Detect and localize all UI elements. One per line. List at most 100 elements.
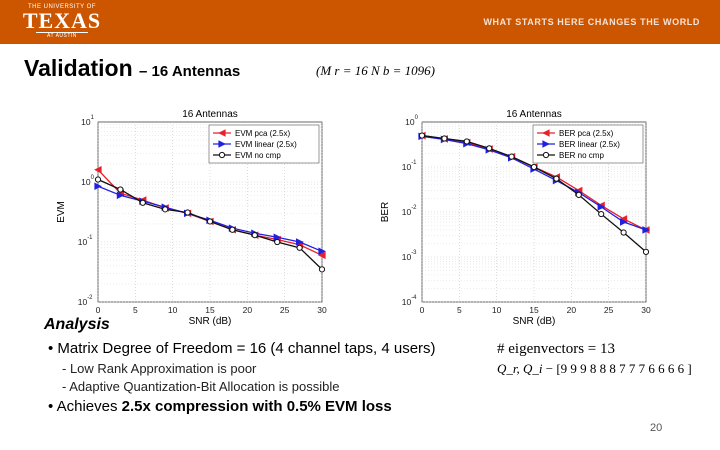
data-point [418, 132, 426, 139]
university-logo: THE UNIVERSITY OF TEXAS AT AUSTIN [22, 4, 102, 39]
chart-title: 16 Antennas [182, 109, 238, 120]
qr-values: − [9 9 9 8 8 8 7 7 7 6 6 6 6 ] [545, 361, 692, 376]
data-point [508, 153, 515, 160]
y-tick-label: 10 [78, 237, 88, 247]
bullet-compression-bold: 2.5x compression with 0.5% EVM loss [121, 398, 392, 415]
data-point [542, 140, 550, 148]
data-point [530, 163, 538, 171]
x-tick-label: 30 [641, 305, 651, 315]
legend-label: BER linear (2.5x) [559, 140, 620, 149]
quantization-bits: Q_r, Q_i − [9 9 9 8 8 8 7 7 7 6 6 6 6 ] [497, 361, 692, 377]
data-point [296, 238, 304, 246]
eigen-prefix: # [497, 341, 505, 357]
x-tick-label: 15 [529, 305, 539, 315]
y-tick-exponent: -2 [411, 205, 417, 211]
x-axis-label: SNR (dB) [189, 316, 232, 326]
y-tick-exponent: -1 [87, 235, 93, 241]
data-point [441, 135, 448, 142]
legend-label: EVM linear (2.5x) [235, 140, 297, 149]
y-tick-exponent: 0 [415, 115, 419, 121]
sub-bullet-adaptive: - Adaptive Quantization-Bit Allocation i… [62, 379, 340, 394]
data-point [575, 191, 582, 198]
y-tick-label: 10 [402, 297, 412, 307]
data-point [463, 138, 470, 145]
data-point [620, 229, 627, 236]
y-axis-label: EVM [56, 201, 67, 223]
y-tick-exponent: -3 [411, 250, 417, 256]
data-point [206, 218, 214, 225]
tagline: WHAT STARTS HERE CHANGES THE WORLD [483, 17, 700, 27]
y-tick-label: 10 [402, 252, 412, 262]
title-main: Validation [24, 55, 133, 81]
data-point [274, 238, 281, 246]
data-point [620, 218, 628, 226]
data-point [642, 248, 650, 255]
data-point [218, 140, 226, 148]
header-banner: THE UNIVERSITY OF TEXAS AT AUSTIN WHAT S… [0, 0, 720, 44]
data-point [139, 199, 146, 206]
slide-title: Validation – 16 Antennas [24, 55, 240, 82]
eigen-text: eigenvectors = 13 [508, 341, 616, 357]
x-tick-label: 25 [604, 305, 614, 315]
data-point [318, 251, 326, 260]
data-point [117, 186, 124, 193]
data-point [162, 206, 169, 213]
y-axis-label: BER [380, 202, 391, 223]
y-tick-label: 10 [402, 162, 412, 172]
y-tick-label: 10 [402, 207, 412, 217]
data-point [597, 203, 606, 211]
y-tick-exponent: -4 [411, 295, 417, 301]
x-tick-label: 5 [133, 305, 138, 315]
y-tick-label: 10 [405, 117, 415, 127]
x-tick-label: 20 [567, 305, 577, 315]
logo-line2: TEXAS [22, 8, 102, 33]
title-sub: – 16 Antennas [139, 63, 241, 80]
x-tick-label: 10 [492, 305, 502, 315]
data-point [296, 244, 303, 251]
legend-label: EVM no cmp [235, 151, 281, 160]
x-tick-label: 15 [205, 305, 215, 315]
x-tick-label: 20 [243, 305, 253, 315]
data-point [116, 191, 125, 200]
legend-label: BER no cmp [559, 151, 604, 160]
x-tick-label: 5 [457, 305, 462, 315]
data-point [94, 176, 102, 183]
x-tick-label: 30 [317, 305, 327, 315]
data-point [486, 145, 493, 152]
data-point [553, 175, 560, 182]
analysis-heading: Analysis [44, 316, 110, 333]
x-tick-label: 25 [280, 305, 290, 315]
x-tick-label: 0 [96, 305, 101, 315]
bullet-compression-prefix: Achieves [56, 398, 122, 415]
y-tick-label: 10 [81, 177, 91, 187]
chart-title: 16 Antennas [506, 109, 562, 120]
data-point [251, 232, 258, 239]
logo-line3: AT AUSTIN [36, 32, 88, 39]
bullet-compression: • Achieves 2.5x compression with 0.5% EV… [48, 398, 392, 415]
data-point [184, 209, 191, 216]
data-point [218, 129, 226, 137]
x-tick-label: 10 [168, 305, 178, 315]
qr-label: Q_r, Q_i [497, 361, 543, 376]
x-tick-label: 0 [420, 305, 425, 315]
bullet-dof: • Matrix Degree of Freedom = 16 (4 chann… [48, 340, 436, 357]
y-tick-exponent: -2 [87, 295, 93, 301]
legend-label: EVM pca (2.5x) [235, 129, 290, 138]
data-point [94, 182, 102, 191]
data-point [542, 151, 550, 159]
page-number: 20 [650, 422, 663, 434]
sub-bullet-low-rank: - Low Rank Approximation is poor [62, 361, 257, 376]
legend-label: BER pca (2.5x) [559, 129, 614, 138]
y-tick-exponent: 1 [91, 115, 95, 121]
data-point [318, 247, 326, 256]
eigenvector-count: # eigenvectors = 13 [497, 341, 615, 358]
data-point [229, 226, 236, 233]
parameter-formula: (M r = 16 N b = 1096) [316, 63, 436, 78]
bullet-dof-text: Matrix Degree of Freedom = 16 (4 channel… [57, 340, 436, 357]
y-tick-label: 10 [81, 117, 91, 127]
data-point [542, 129, 550, 137]
data-point [598, 210, 605, 218]
y-tick-label: 10 [78, 297, 88, 307]
x-axis-label: SNR (dB) [513, 316, 556, 326]
